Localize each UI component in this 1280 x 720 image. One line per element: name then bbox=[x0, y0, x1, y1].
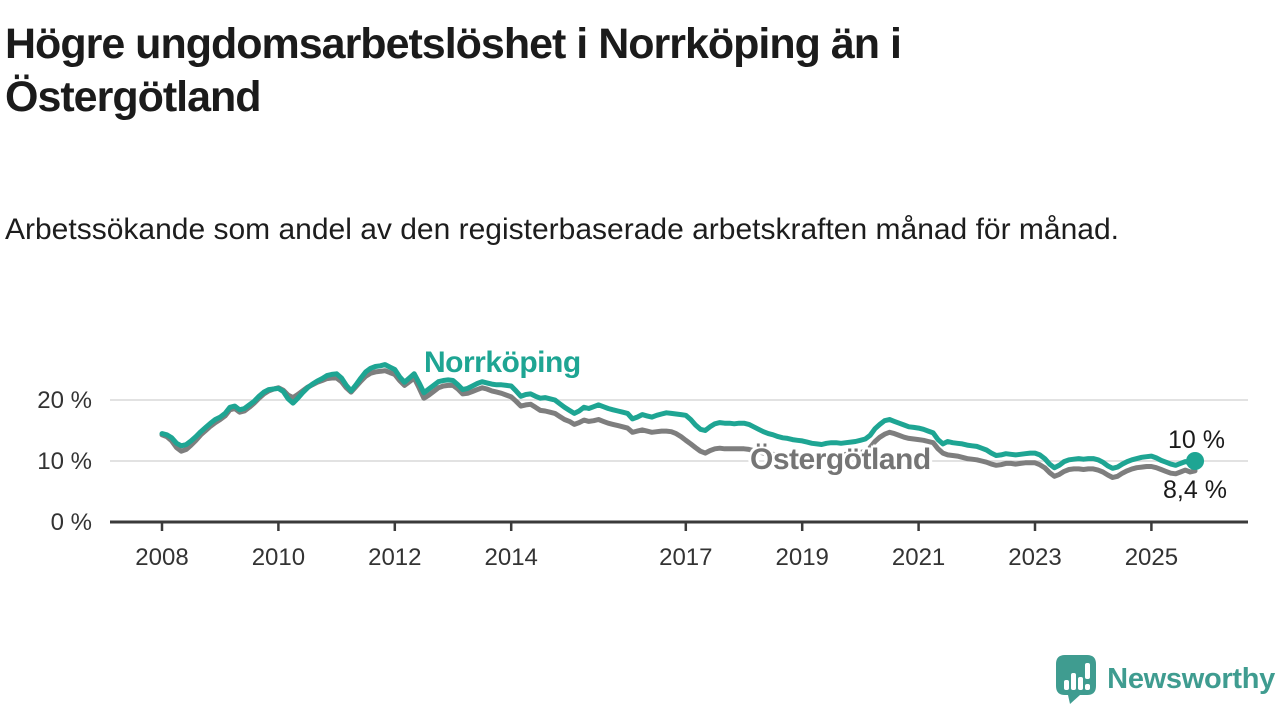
x-tick-label: 2008 bbox=[135, 544, 188, 571]
x-tick-label: 2014 bbox=[485, 544, 538, 571]
series-line-östergötland bbox=[159, 368, 1198, 480]
x-tick-label: 2010 bbox=[252, 544, 305, 571]
chart-subtitle: Arbetssökande som andel av den registerb… bbox=[5, 213, 1119, 246]
end-value-label-ostergotland: 8,4 % bbox=[1163, 476, 1227, 504]
x-tick-label: 2012 bbox=[368, 544, 421, 571]
newsworthy-brand: Newsworthy bbox=[1055, 654, 1275, 704]
y-tick-label: 0 % bbox=[51, 509, 92, 536]
newsworthy-logo-icon bbox=[1056, 655, 1097, 704]
x-tick-label: 2025 bbox=[1125, 544, 1178, 571]
series-end-dot bbox=[1186, 452, 1205, 470]
newsworthy-brand-text: Newsworthy bbox=[1107, 662, 1275, 695]
y-tick-label: 10 % bbox=[37, 448, 92, 475]
series-label-norrkoping: Norrköping bbox=[424, 346, 581, 379]
x-tick-label: 2023 bbox=[1008, 544, 1061, 571]
series-line-norrköping bbox=[159, 362, 1198, 471]
y-tick-label: 20 % bbox=[37, 387, 92, 414]
x-tick-label: 2021 bbox=[892, 544, 945, 571]
series-label-ostergotland: Östergötland bbox=[750, 443, 931, 476]
x-tick-label: 2017 bbox=[659, 544, 712, 571]
end-value-label-norrkoping: 10 % bbox=[1168, 426, 1225, 454]
x-tick-label: 2019 bbox=[776, 544, 829, 571]
page-title: Högre ungdomsarbetslöshet i Norrköping ä… bbox=[5, 20, 902, 121]
